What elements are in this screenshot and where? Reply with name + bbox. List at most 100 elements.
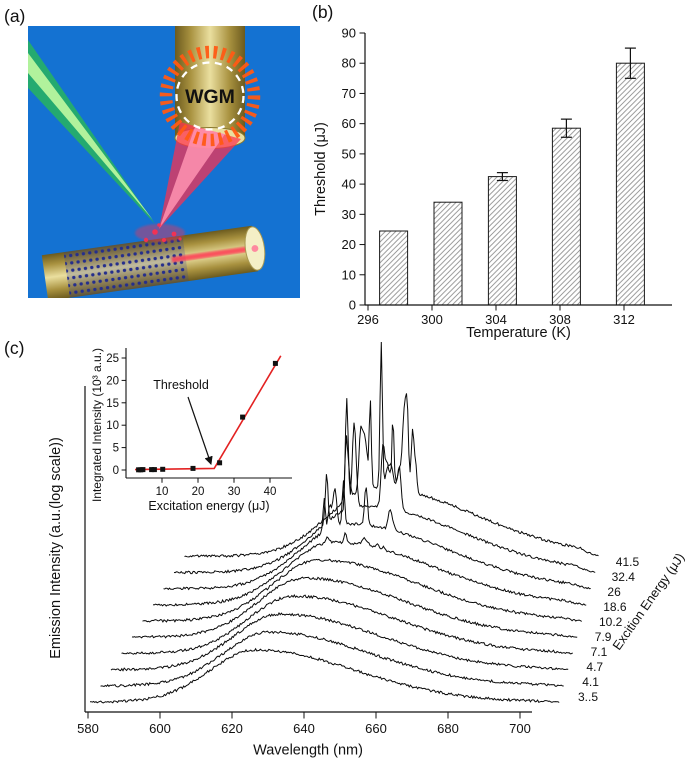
wgm-label: WGM bbox=[185, 86, 235, 108]
x-tick-label: 640 bbox=[293, 721, 315, 736]
y-tick-label: 40 bbox=[342, 177, 356, 192]
scatter-glow bbox=[135, 223, 185, 243]
inset-y-axis-label: Integrated Intensity (10³ a.u.) bbox=[90, 348, 104, 502]
scatter-dot bbox=[157, 223, 161, 227]
bar bbox=[551, 127, 581, 306]
spectrum-line bbox=[142, 558, 582, 623]
x-tick-label: 300 bbox=[421, 312, 443, 327]
inset-x-tick-label: 40 bbox=[264, 486, 277, 498]
pump-beam-core bbox=[28, 53, 153, 220]
emission-cone-core bbox=[159, 127, 225, 229]
y-tick-label: 60 bbox=[342, 116, 356, 131]
x-tick-label: 296 bbox=[357, 312, 379, 327]
x-axis-label: Temperature (K) bbox=[466, 325, 571, 340]
x-tick-label: 700 bbox=[509, 721, 531, 736]
y-tick-label: 80 bbox=[342, 56, 356, 71]
data-point bbox=[140, 467, 146, 473]
data-point bbox=[190, 465, 196, 471]
series-label: 7.9 bbox=[595, 630, 612, 644]
series-label: 4.7 bbox=[586, 660, 603, 674]
panel-a-label: (a) bbox=[4, 6, 26, 26]
data-point bbox=[240, 414, 246, 420]
integrated-intensity-inset: 0 5 10 15 20 25 10 20 30 40 Threshold Excitation en… bbox=[90, 342, 306, 524]
nanoparticle-wrap bbox=[63, 235, 189, 298]
spectrum-line bbox=[89, 647, 560, 704]
y-tick-label: 50 bbox=[342, 146, 356, 161]
bar bbox=[433, 201, 463, 306]
x-tick-label: 308 bbox=[549, 312, 571, 327]
x-tick-label: 580 bbox=[77, 721, 99, 736]
spectrum-line bbox=[163, 480, 591, 591]
data-point bbox=[160, 466, 166, 472]
y-axis-label: Emission Intensity (a.u.(log scale)) bbox=[48, 437, 64, 659]
pump-beam bbox=[28, 40, 155, 224]
inset-y-tick-label: 5 bbox=[113, 443, 119, 455]
microfiber-group bbox=[41, 225, 266, 298]
y-tick-label: 0 bbox=[349, 298, 356, 313]
inset-y-tick-label: 10 bbox=[106, 420, 119, 432]
series-label: 18.6 bbox=[603, 600, 627, 614]
bar bbox=[487, 176, 517, 306]
scatter-glow-halo bbox=[135, 224, 185, 242]
y-tick-label: 70 bbox=[342, 86, 356, 101]
y-tick-label: 90 bbox=[342, 26, 356, 41]
inset-x-axis-label: Excitation energy (μJ) bbox=[148, 499, 269, 513]
data-point bbox=[151, 467, 157, 473]
x-tick-label: 620 bbox=[221, 721, 243, 736]
wgm-cavity-ring bbox=[175, 61, 245, 131]
data-point bbox=[272, 360, 278, 366]
series-label: 26 bbox=[607, 585, 621, 599]
emission-cone bbox=[159, 122, 241, 229]
inset-x-tick-label: 30 bbox=[228, 486, 241, 498]
bar bbox=[379, 230, 409, 306]
inset-y-tick-label: 20 bbox=[106, 375, 119, 387]
scatter-dot bbox=[143, 237, 149, 243]
x-tick-label: 312 bbox=[613, 312, 635, 327]
series-label: 10.2 bbox=[599, 615, 623, 629]
data-point bbox=[149, 467, 155, 473]
spectrum-line bbox=[121, 593, 573, 655]
series-label: 3..5 bbox=[578, 690, 598, 704]
scatter-dot bbox=[152, 229, 158, 235]
fiber-core-glow bbox=[251, 245, 259, 252]
bar bbox=[615, 62, 645, 306]
threshold-arrow bbox=[187, 396, 213, 465]
scatter-dot bbox=[178, 237, 182, 241]
x-tick-label: 600 bbox=[149, 721, 171, 736]
y-tick-label: 30 bbox=[342, 207, 356, 222]
series-label: 41.5 bbox=[616, 555, 640, 569]
threshold-annotation: Threshold bbox=[153, 378, 209, 392]
inset-y-tick-label: 15 bbox=[106, 398, 119, 410]
panel-b-label: (b) bbox=[312, 2, 334, 22]
spectrum-line bbox=[131, 576, 578, 639]
x-tick-label: 680 bbox=[437, 721, 459, 736]
series-label: 4.1 bbox=[582, 675, 599, 689]
inset-x-tick-label: 20 bbox=[192, 486, 205, 498]
spectrum-line bbox=[173, 398, 596, 575]
threshold-bar-chart-svg: 0 10 20 30 40 50 60 70 80 90 296 300 304 308 312 Temper… bbox=[313, 26, 672, 340]
y-axis-label: Threshold (μJ) bbox=[313, 122, 329, 216]
inset-y-tick-label: 25 bbox=[106, 353, 119, 365]
series-label: 32.4 bbox=[612, 570, 636, 584]
threshold-bar-chart: 0 10 20 30 40 50 60 70 80 90 296 300 304 308 312 Temper… bbox=[313, 26, 672, 340]
spectrum-line bbox=[152, 531, 587, 607]
optical-rod bbox=[175, 26, 245, 138]
y-tick-label: 20 bbox=[342, 237, 356, 252]
data-point bbox=[217, 460, 223, 466]
inset-y-tick-label: 0 bbox=[113, 465, 119, 477]
scatter-dot bbox=[171, 231, 177, 237]
wgm-mode-ring bbox=[159, 45, 261, 147]
panel-c-label: (c) bbox=[4, 338, 25, 358]
series-label: 7.1 bbox=[591, 645, 608, 659]
waveguide-glow bbox=[171, 246, 252, 263]
spectrum-line bbox=[100, 630, 564, 688]
wgm-lasing-schematic: WGM bbox=[28, 26, 300, 298]
inset-x-tick-label: 10 bbox=[156, 486, 169, 498]
scatter-dot bbox=[162, 238, 166, 242]
spectrum-line bbox=[110, 612, 569, 672]
x-axis-label: Wavelength (nm) bbox=[253, 743, 363, 759]
x-tick-label: 304 bbox=[485, 312, 507, 327]
emission-waterfall-svg: 580 600 620 640 660 680 700 Wavelength (nm) Emis… bbox=[48, 341, 685, 759]
y-tick-label: 10 bbox=[342, 267, 356, 282]
